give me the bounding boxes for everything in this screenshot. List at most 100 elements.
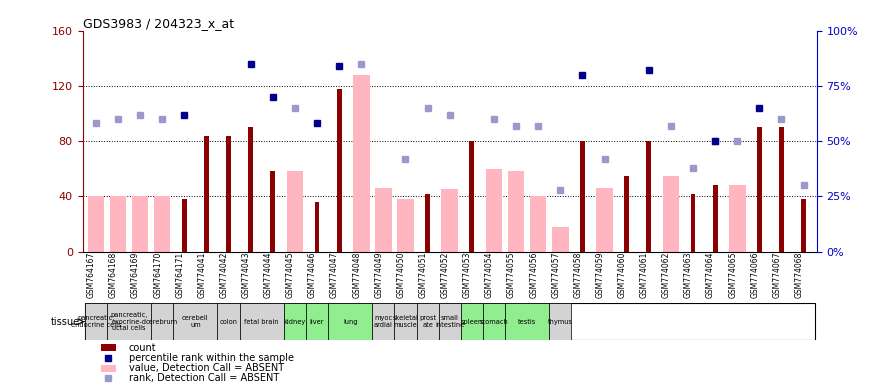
Text: cerebell
um: cerebell um [182,315,209,328]
Bar [101,344,116,351]
Text: GSM774059: GSM774059 [595,252,605,298]
Bar [549,303,571,340]
Text: GSM764169: GSM764169 [131,252,140,298]
Text: kidney: kidney [284,319,306,324]
Text: GSM774058: GSM774058 [574,252,582,298]
Bar [284,303,306,340]
Text: GSM774047: GSM774047 [330,252,339,298]
Bar [425,194,430,252]
Text: GSM774067: GSM774067 [773,252,781,298]
Bar [109,196,126,252]
Text: GSM774052: GSM774052 [441,252,449,298]
Text: GSM774057: GSM774057 [551,252,561,298]
Bar [662,175,680,252]
Bar [441,189,458,252]
Bar [552,227,568,252]
Text: myoc
ardial: myoc ardial [374,315,393,328]
Bar [580,141,585,252]
Bar [173,303,217,340]
Bar [397,199,414,252]
Text: GSM764167: GSM764167 [87,252,96,298]
Text: lung: lung [343,319,357,324]
Text: GSM774041: GSM774041 [197,252,207,298]
Text: colon: colon [220,319,237,324]
Bar [182,199,187,252]
Bar [713,185,718,252]
Text: tissue: tissue [51,316,80,327]
Text: GSM764170: GSM764170 [153,252,163,298]
Bar [101,364,116,372]
Text: GSM774051: GSM774051 [419,252,428,298]
Text: GSM774054: GSM774054 [485,252,494,298]
Text: cerebrum: cerebrum [146,319,178,324]
Text: spleen: spleen [461,319,483,324]
Text: GSM774056: GSM774056 [529,252,538,298]
Bar [287,172,303,252]
Text: rank, Detection Call = ABSENT: rank, Detection Call = ABSENT [129,373,279,383]
Bar [375,188,392,252]
Bar [486,169,502,252]
Text: GSM774053: GSM774053 [463,252,472,298]
Text: GSM774044: GSM774044 [264,252,273,298]
Bar [505,303,549,340]
Text: percentile rank within the sample: percentile rank within the sample [129,353,294,363]
Bar [315,202,320,252]
Text: GSM774061: GSM774061 [640,252,649,298]
Bar [306,303,328,340]
Bar [729,185,746,252]
Bar [439,303,461,340]
Text: GSM774062: GSM774062 [662,252,671,298]
Bar [151,303,173,340]
Text: GSM774043: GSM774043 [242,252,250,298]
Text: GSM774046: GSM774046 [308,252,317,298]
Bar [801,199,806,252]
Text: GSM774063: GSM774063 [684,252,693,298]
Text: GSM774042: GSM774042 [220,252,229,298]
Text: stomach: stomach [480,319,508,324]
Text: GSM774055: GSM774055 [507,252,516,298]
Text: GSM774050: GSM774050 [396,252,406,298]
Text: GSM764168: GSM764168 [109,252,118,298]
Text: GSM774060: GSM774060 [618,252,627,298]
Bar [691,194,695,252]
Bar [249,127,253,252]
Bar [372,303,395,340]
Bar [88,196,104,252]
Bar [240,303,284,340]
Bar [204,136,209,252]
Text: fetal brain: fetal brain [244,319,279,324]
Bar [507,172,524,252]
Bar [461,303,483,340]
Text: liver: liver [309,319,324,324]
Text: GSM774049: GSM774049 [375,252,383,298]
Text: small
intestine: small intestine [435,315,464,328]
Bar [483,303,505,340]
Text: GSM774068: GSM774068 [794,252,804,298]
Text: value, Detection Call = ABSENT: value, Detection Call = ABSENT [129,363,284,373]
Bar [469,141,474,252]
Text: GSM774066: GSM774066 [750,252,760,298]
Bar [107,303,151,340]
Text: GDS3983 / 204323_x_at: GDS3983 / 204323_x_at [83,17,234,30]
Text: pancreatic,
exocrine-d
uctal cells: pancreatic, exocrine-d uctal cells [110,312,148,331]
Bar [395,303,416,340]
Text: GSM774065: GSM774065 [728,252,737,298]
Bar [270,172,275,252]
Text: testis: testis [518,319,536,324]
Bar [328,303,372,340]
Bar [416,303,439,340]
Text: pancreatic,
endocrine cells: pancreatic, endocrine cells [70,315,121,328]
Bar [647,141,651,252]
Bar [779,127,784,252]
Bar [596,188,613,252]
Bar [757,127,762,252]
Text: count: count [129,343,156,353]
Bar [624,175,629,252]
Bar [226,136,231,252]
Text: GSM774048: GSM774048 [352,252,362,298]
Bar [132,196,149,252]
Text: prost
ate: prost ate [419,315,436,328]
Bar [85,303,107,340]
Bar [217,303,240,340]
Bar [530,196,547,252]
